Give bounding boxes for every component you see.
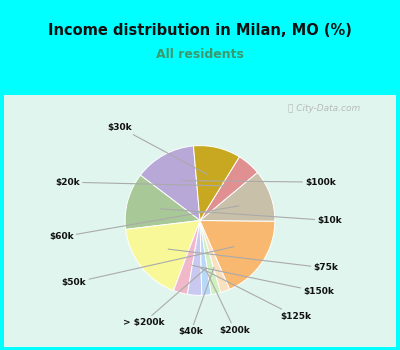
Text: $30k: $30k	[107, 123, 207, 174]
Text: > $200k: > $200k	[123, 268, 207, 327]
Text: $150k: $150k	[192, 265, 334, 296]
Text: All residents: All residents	[156, 48, 244, 61]
Wedge shape	[187, 220, 202, 295]
Wedge shape	[200, 220, 221, 294]
Text: $50k: $50k	[62, 247, 234, 287]
Text: $60k: $60k	[49, 206, 239, 241]
Wedge shape	[140, 146, 200, 220]
Wedge shape	[194, 146, 239, 220]
Text: $125k: $125k	[200, 268, 311, 321]
Text: $10k: $10k	[160, 209, 342, 225]
Wedge shape	[200, 220, 275, 289]
Text: Income distribution in Milan, MO (%): Income distribution in Milan, MO (%)	[48, 23, 352, 38]
Wedge shape	[200, 220, 211, 295]
Wedge shape	[200, 173, 275, 221]
Text: $40k: $40k	[178, 267, 214, 336]
Text: ⓘ City-Data.com: ⓘ City-Data.com	[288, 104, 360, 113]
Wedge shape	[125, 175, 200, 229]
Wedge shape	[174, 220, 200, 294]
Wedge shape	[200, 220, 230, 293]
Text: $20k: $20k	[55, 178, 226, 187]
Text: $75k: $75k	[168, 249, 338, 273]
Text: $200k: $200k	[206, 270, 250, 335]
Wedge shape	[126, 220, 200, 290]
Wedge shape	[200, 157, 258, 220]
Text: $100k: $100k	[182, 178, 336, 187]
